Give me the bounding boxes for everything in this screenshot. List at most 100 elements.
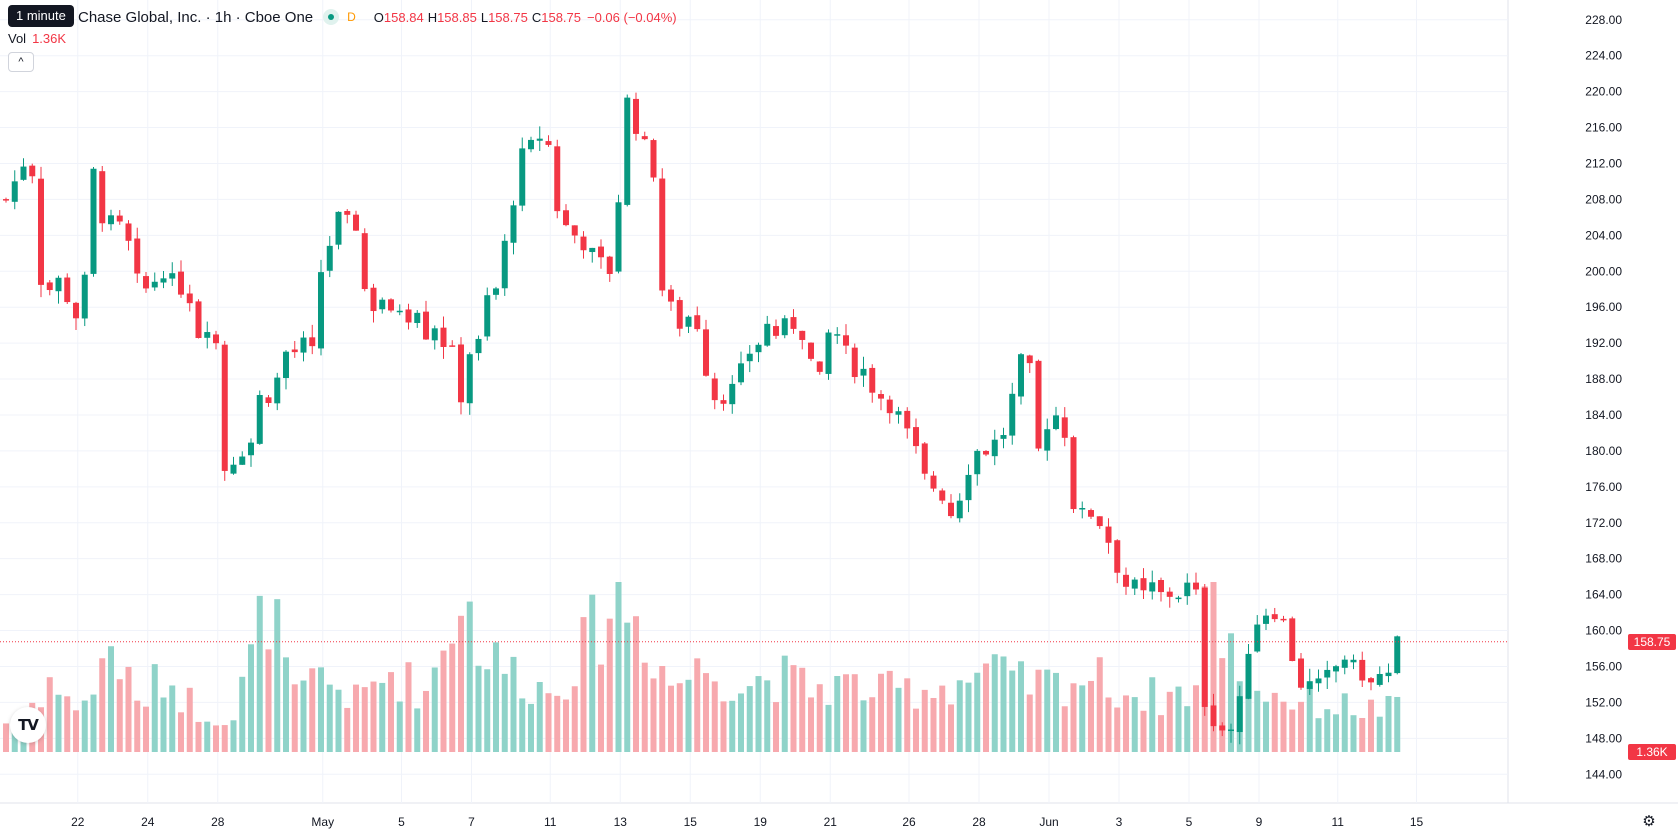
time-tick-label: 28 <box>972 815 986 829</box>
price-tick-label: 216.00 <box>1585 121 1622 135</box>
volume-bar <box>449 643 456 752</box>
candle-body <box>484 295 491 337</box>
price-tick-label: 192.00 <box>1585 336 1622 350</box>
symbol-title[interactable]: Chase Global, Inc. · 1h · Cboe One <box>78 8 314 26</box>
volume-bar <box>335 689 342 752</box>
volume-bar <box>895 687 902 752</box>
volume-bar <box>799 667 806 752</box>
candle-body <box>151 281 158 288</box>
volume-bar <box>344 707 351 752</box>
volume-bar <box>851 674 858 752</box>
candle-body <box>46 282 53 291</box>
volume-bar <box>1105 697 1112 752</box>
candle-body <box>1350 659 1357 663</box>
candle-body <box>571 225 578 236</box>
collapse-legend-button[interactable]: ^ <box>8 52 34 72</box>
volume-bar <box>703 673 709 752</box>
candle-body <box>808 342 814 359</box>
volume-bar <box>764 680 771 752</box>
volume-bar <box>834 675 841 752</box>
candle-body <box>318 272 324 349</box>
candle-body <box>431 328 438 341</box>
volume-bar <box>388 672 394 752</box>
candle-body <box>291 349 298 353</box>
volume-bar <box>1394 696 1401 752</box>
candle-body <box>1026 355 1033 364</box>
candle-body <box>11 181 18 202</box>
candle-body <box>256 395 263 444</box>
volume-bar <box>956 680 963 752</box>
candle-body <box>624 97 631 205</box>
price-tick-label: 164.00 <box>1585 588 1622 602</box>
candle-body <box>178 271 184 295</box>
candle-body <box>1114 540 1121 573</box>
volume-bar <box>274 599 281 752</box>
volume-bar <box>64 696 71 752</box>
candle-body <box>1140 578 1147 591</box>
candle-body <box>405 309 412 323</box>
candle-body <box>948 502 954 517</box>
volume-bar <box>711 681 718 752</box>
gear-icon[interactable]: ⚙ <box>1642 813 1656 830</box>
candle-body <box>274 377 281 404</box>
tradingview-logo[interactable]: TV <box>10 707 46 743</box>
volume-bar <box>1385 695 1392 752</box>
candle-body <box>501 240 508 289</box>
volume-bar <box>528 703 534 752</box>
time-tick-label: 24 <box>141 815 155 829</box>
candle-body <box>764 323 771 346</box>
candle-body <box>528 139 534 150</box>
volume-bar <box>668 685 674 752</box>
volume-bar <box>1018 661 1024 752</box>
volume-bar <box>73 710 79 752</box>
candle-body <box>466 354 473 404</box>
price-tick-label: 176.00 <box>1585 480 1622 494</box>
candle-body <box>29 165 36 177</box>
volume-bar <box>1289 709 1296 752</box>
volume-bar <box>921 689 928 752</box>
volume-bar <box>1359 717 1366 752</box>
volume-bar <box>746 686 753 752</box>
volume-bar <box>213 725 219 752</box>
candle-body <box>860 368 867 376</box>
candle-body <box>1263 615 1269 624</box>
volume-bar <box>685 679 692 752</box>
candle-body <box>1228 729 1234 732</box>
volume-bar <box>869 697 876 752</box>
candle-body <box>248 442 254 456</box>
volume-bar <box>1035 669 1042 752</box>
price-tick-label: 220.00 <box>1585 85 1622 99</box>
delayed-data-badge[interactable]: D <box>347 10 356 24</box>
volume-bar <box>571 686 578 752</box>
time-axis[interactable]: 22 24 28 May 5 7 11 13 15 19 21 26 28 Jun 3 5 9 11 15 <box>71 815 1423 829</box>
volume-bar <box>1140 710 1147 752</box>
candle-body <box>606 256 613 274</box>
candle-body <box>1018 354 1024 397</box>
volume-bar <box>886 670 893 752</box>
price-axis[interactable]: 228.00 224.00 220.00 216.00 212.00 208.00 204.… <box>1585 13 1622 781</box>
volume-bar <box>1306 685 1313 752</box>
last-volume-tag: 1.36K <box>1628 744 1676 760</box>
candle-body <box>493 288 499 295</box>
volume-bar <box>1376 716 1383 752</box>
candle-body <box>1105 526 1112 543</box>
candle-body <box>283 351 289 379</box>
volume-bar <box>913 708 919 752</box>
volume-bar <box>283 657 289 752</box>
volume-bar <box>720 701 727 752</box>
volume-bar <box>361 687 368 752</box>
candle-body <box>991 439 998 457</box>
candle-body <box>650 140 657 178</box>
volume-bar <box>248 644 254 752</box>
volume-bar <box>370 681 377 752</box>
candle-body <box>1341 659 1348 668</box>
candle-body <box>326 245 333 271</box>
volume-bar <box>291 684 298 752</box>
candle-body <box>641 136 648 140</box>
volume-bar <box>108 646 114 752</box>
candle-body <box>1376 674 1383 685</box>
candle-body <box>930 475 937 489</box>
price-candles <box>3 92 1401 745</box>
volume-bar <box>1123 695 1129 752</box>
